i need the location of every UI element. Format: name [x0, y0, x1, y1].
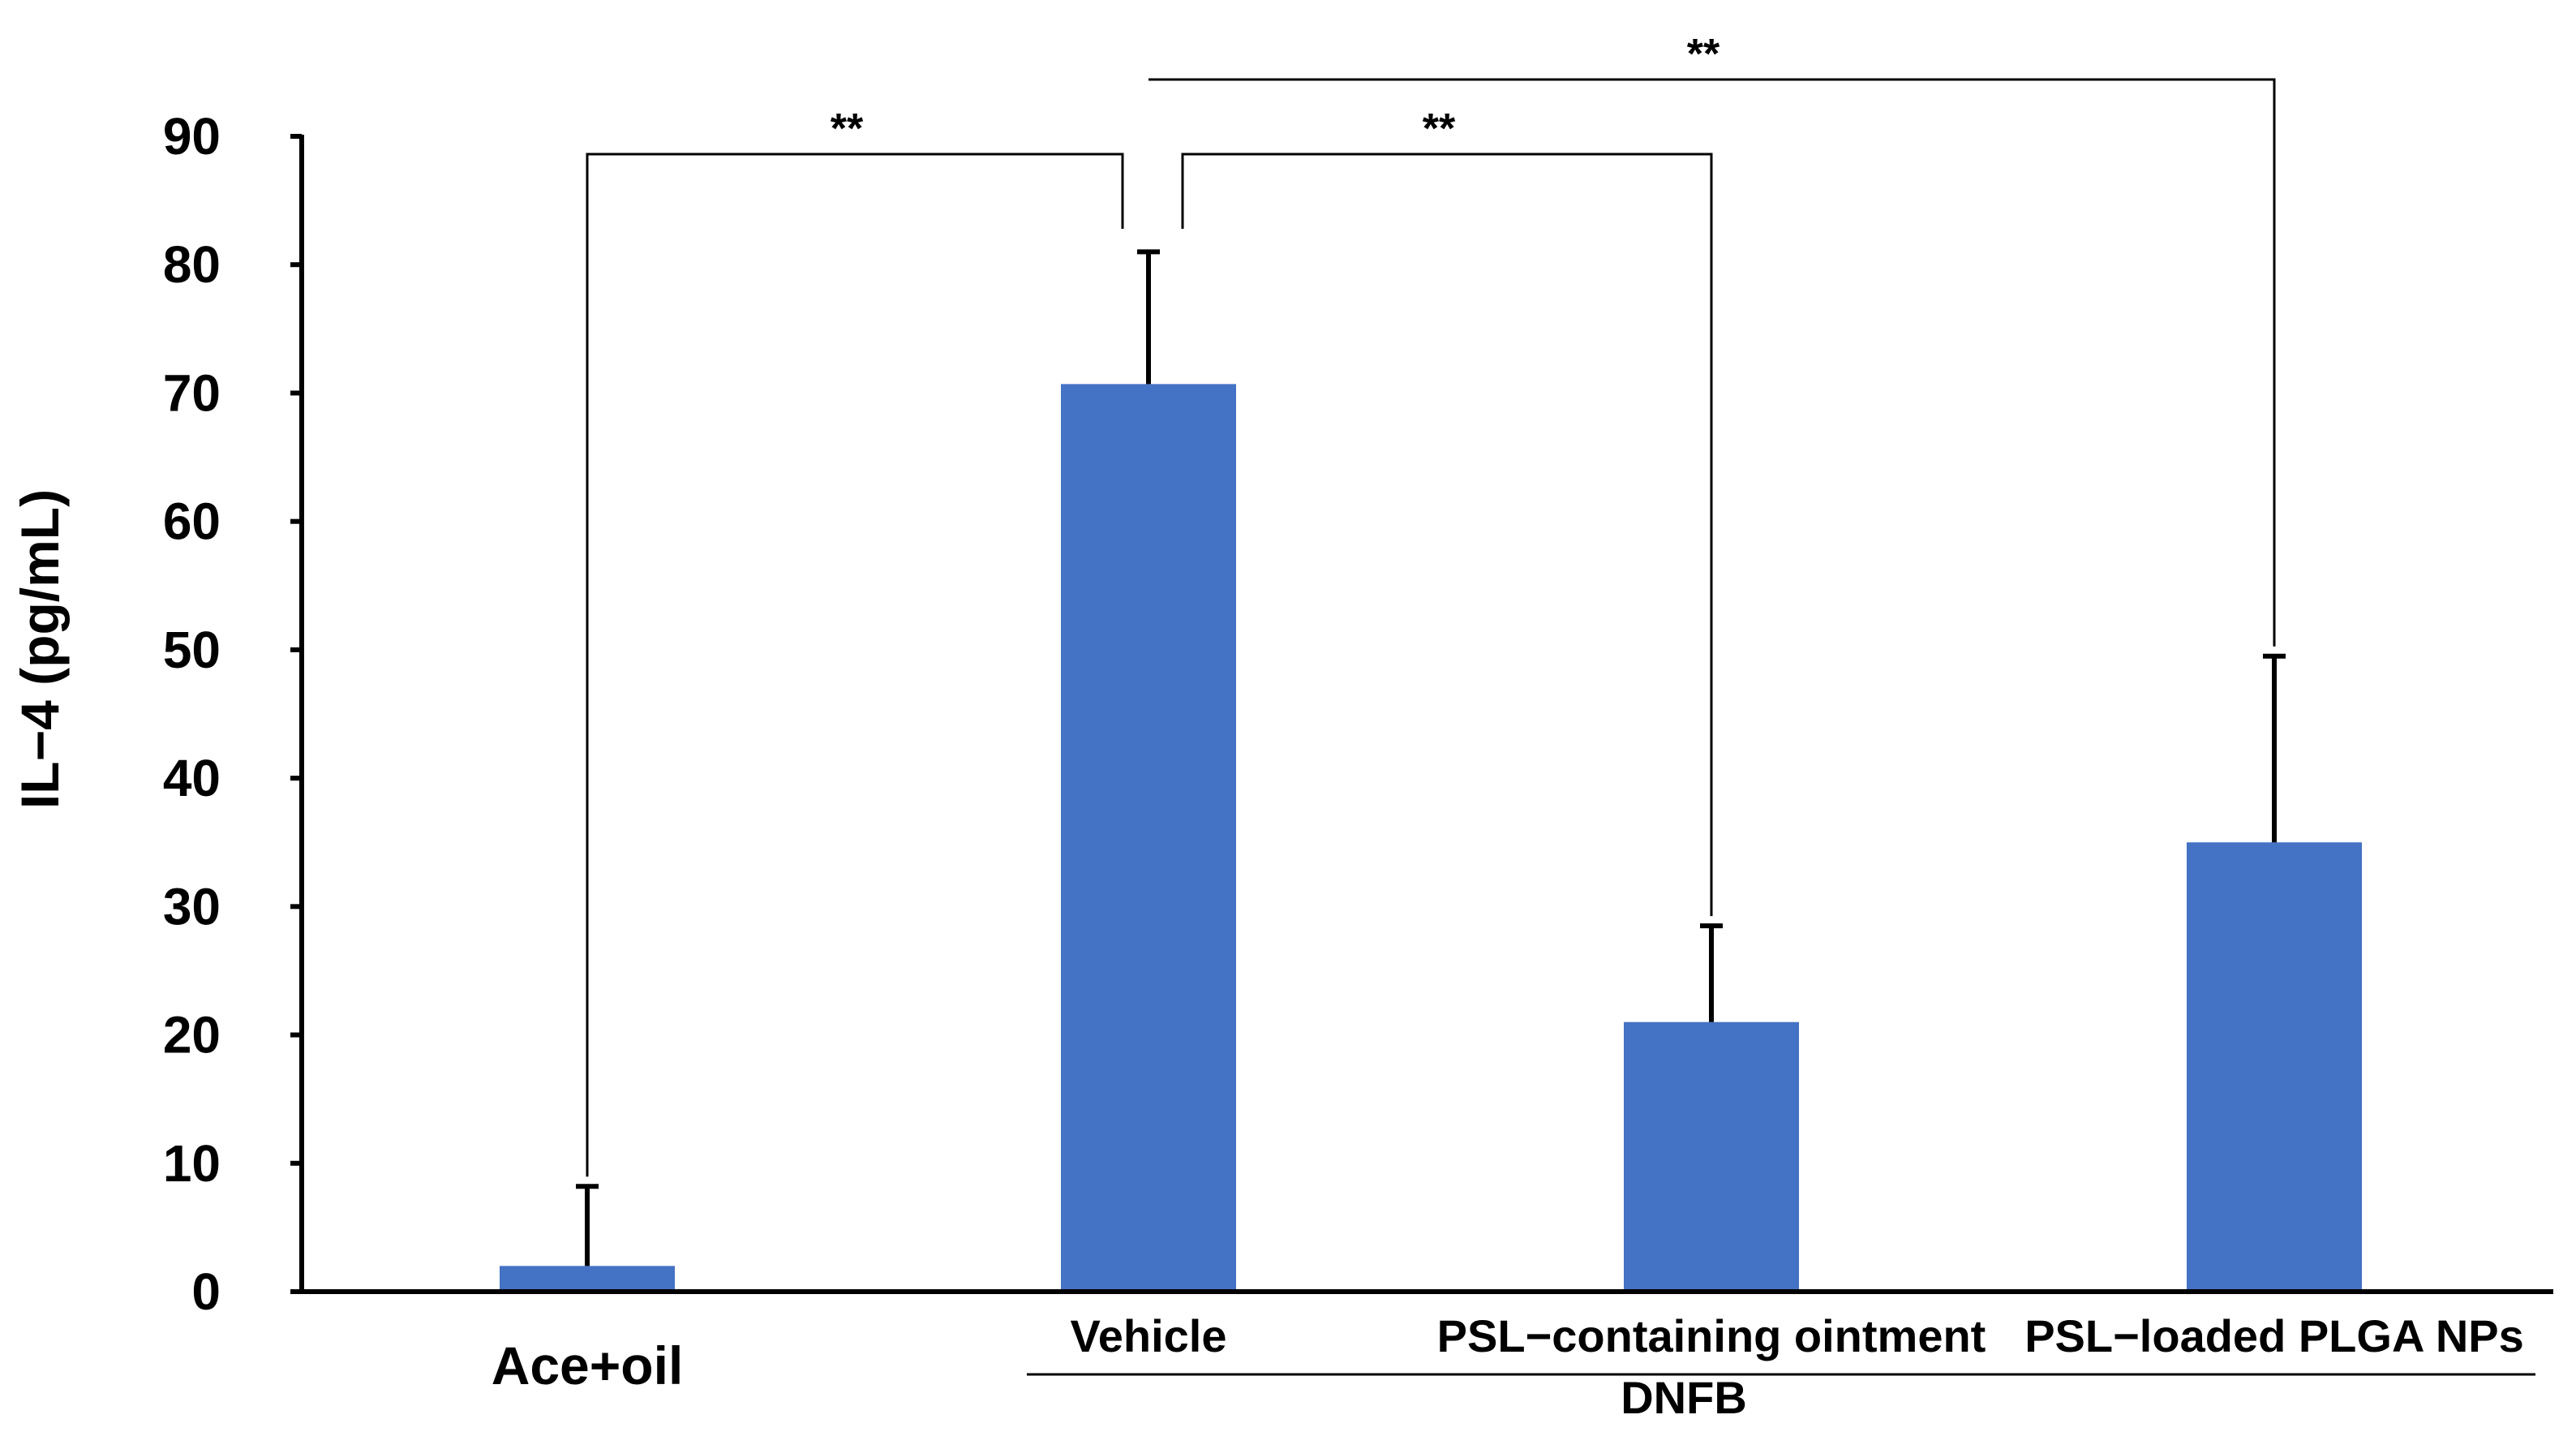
significance-bracket-1 [1181, 153, 1713, 917]
significance-bracket-2 [1148, 78, 2276, 647]
significance-bracket-0 [586, 153, 1124, 1177]
y-tick-label-10: 10 [163, 1134, 221, 1193]
y-tick-label-0: 0 [191, 1262, 221, 1321]
bars-layer [500, 384, 2362, 1292]
significance-label-2: ** [1687, 31, 1720, 78]
y-tick-label-70: 70 [163, 363, 221, 422]
bar-0 [500, 1266, 675, 1292]
y-tick-label-20: 20 [163, 1006, 221, 1064]
axes-layer [290, 134, 2553, 1294]
bar-3 [2187, 842, 2362, 1292]
x-tick-label-2: PSL−containing ointment [1437, 1310, 1986, 1361]
y-tick-label-90: 90 [163, 107, 221, 166]
y-tick-label-40: 40 [163, 749, 221, 807]
x-tick-label-1: Vehicle [1070, 1310, 1226, 1361]
bar-1 [1061, 384, 1236, 1292]
significance-layer: ** ** ** [586, 31, 2276, 1177]
significance-label-1: ** [1423, 105, 1456, 153]
y-axis-label: IL−4 (pg/mL) [10, 489, 70, 809]
x-tick-label-0: Ace+oil [492, 1335, 684, 1395]
error-bars-layer [576, 249, 2286, 1266]
bar-2 [1624, 1021, 1799, 1292]
y-tick-label-50: 50 [163, 621, 221, 679]
y-tick-label-80: 80 [163, 235, 221, 294]
labels-layer: 0 10 20 30 40 50 60 70 80 90 Ace+oil Vehicle PSL−con… [163, 107, 2535, 1395]
y-tick-label-30: 30 [163, 877, 221, 935]
x-tick-label-3: PSL−loaded PLGA NPs [2024, 1310, 2524, 1361]
y-tick-label-60: 60 [163, 492, 221, 551]
significance-label-0: ** [831, 105, 864, 153]
group-label-dnfb: DNFB [1621, 1372, 1747, 1423]
